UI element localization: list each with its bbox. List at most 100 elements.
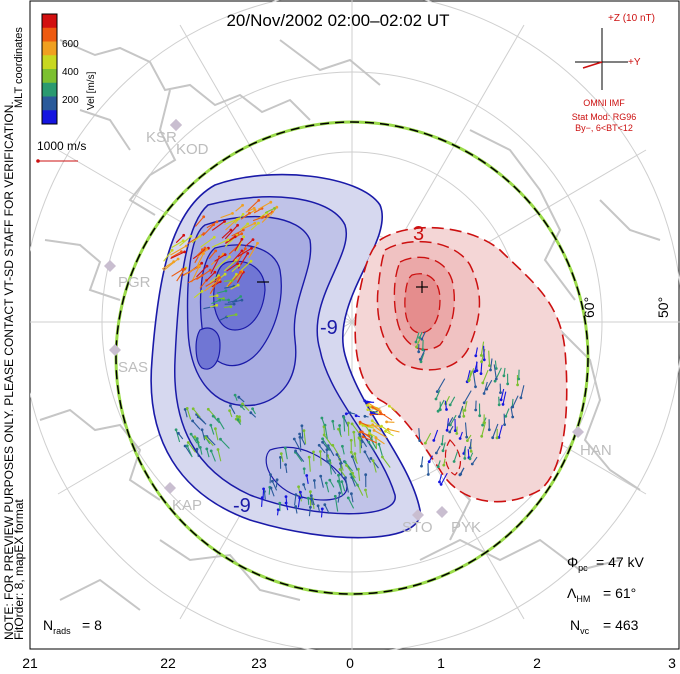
velocity-vector (469, 439, 472, 448)
velocity-vector-origin (381, 455, 384, 459)
velocity-vector (474, 361, 478, 372)
velocity-vector-origin (319, 450, 322, 453)
coordinate-system-label: MLT coordinates (13, 27, 25, 108)
svg-text:Φpc: Φpc (567, 554, 588, 573)
velocity-vector (194, 216, 205, 227)
velocity-vector (512, 395, 519, 408)
velocity-vector-origin (468, 446, 472, 450)
svg-text:ΛHM: ΛHM (567, 585, 590, 604)
velocity-vector-origin (499, 398, 503, 402)
velocity-vector (437, 399, 445, 412)
velocity-vector-origin (276, 508, 280, 512)
velocity-vector-origin (488, 364, 491, 367)
velocity-vector-origin (205, 264, 209, 268)
velocity-vector (295, 450, 305, 463)
velocity-vector-origin (473, 370, 477, 373)
velocity-vector (373, 429, 388, 439)
velocity-vector (220, 212, 233, 219)
svg-text:Nvc: Nvc (570, 617, 590, 636)
velocity-vector-origin (236, 283, 240, 287)
velocity-vector-origin (363, 414, 367, 418)
velocity-vector (170, 251, 182, 258)
velocity-vector (341, 481, 346, 492)
velocity-vector-origin (219, 437, 222, 441)
velocity-vector (205, 271, 216, 282)
velocity-vector-origin (181, 239, 185, 243)
velocity-vector-origin (341, 444, 344, 448)
station-marker-kod (170, 119, 182, 131)
svg-text:= 463: = 463 (603, 617, 639, 633)
velocity-vector-origin (193, 435, 197, 439)
velocity-vector (492, 423, 499, 438)
velocity-vector (225, 218, 238, 231)
velocity-vector-origin (215, 303, 219, 307)
imf-clock-dial: +Z (10 nT) +Y OMNI IMF Stat Mod: RG96 By… (572, 13, 655, 133)
velocity-vector-origin (495, 436, 499, 440)
colorbar-cell (42, 96, 57, 111)
velocity-vector-origin (384, 429, 387, 433)
velocity-vector-origin (251, 238, 255, 242)
velocity-vector-origin (419, 360, 423, 364)
velocity-vector-origin (223, 253, 227, 256)
velocity-vector (359, 421, 369, 427)
velocity-vector (248, 243, 258, 259)
velocity-vector (323, 426, 326, 437)
velocity-vector (448, 417, 454, 426)
velocity-vector-origin (215, 220, 219, 224)
velocity-vector-origin (300, 424, 304, 428)
velocity-vector-origin (257, 199, 261, 202)
velocity-vector-origin (278, 501, 282, 505)
velocity-vector (493, 364, 497, 380)
velocity-vector (234, 239, 243, 252)
phi-pc-stat: Φpc = 47 kV (567, 554, 645, 573)
latitude-label-60: 60° (581, 297, 597, 318)
velocity-vector (192, 408, 201, 418)
velocity-vector (325, 482, 330, 493)
station-label-sto: STO (402, 519, 433, 536)
latitude-circle-50 (30, 0, 680, 650)
velocity-vector-origin (372, 429, 376, 432)
velocity-vector-origin (414, 340, 418, 344)
velocity-vector-origin (338, 468, 342, 471)
velocity-vector-origin (241, 402, 244, 406)
velocity-vector-origin (474, 408, 478, 412)
plot-frame (29, 0, 680, 650)
velocity-vector (175, 234, 185, 244)
velocity-vector-origin (342, 416, 346, 419)
velocity-vector-origin (279, 456, 282, 459)
velocity-vector-origin (191, 407, 195, 411)
velocity-vector (196, 253, 204, 268)
velocity-vector-origin (230, 279, 234, 282)
velocity-vector (208, 250, 217, 260)
velocity-vector-origin (309, 490, 312, 494)
station-label-han: HAN (580, 442, 612, 459)
velocity-vector (387, 428, 400, 433)
velocity-vector (171, 269, 183, 277)
velocity-vector-origin (183, 444, 187, 448)
velocity-vector-origin (343, 460, 347, 464)
velocity-vector (415, 332, 420, 343)
velocity-vector (223, 259, 237, 272)
velocity-vector-origin (316, 504, 320, 508)
velocity-vector-origin (368, 431, 371, 435)
velocity-vector (175, 429, 181, 443)
preview-note: NOTE: FOR PREVIEW PURPOSES ONLY. PLEASE … (2, 101, 16, 640)
velocity-vector-origin (462, 414, 466, 418)
velocity-vector-origin (253, 221, 257, 225)
velocity-vector-origin (273, 207, 276, 210)
velocity-vector (464, 400, 468, 411)
lambda-hm-stat: ΛHM = 61° (567, 585, 636, 604)
velocity-vector-origin (211, 414, 215, 418)
velocity-vector-origin (229, 228, 233, 232)
station-label-kod: KOD (176, 141, 209, 158)
velocity-vector-origin (234, 313, 238, 316)
velocity-vector (211, 299, 221, 305)
velocity-vector (250, 222, 259, 231)
velocity-vector (372, 460, 377, 473)
velocity-vector-origin (227, 298, 231, 302)
velocity-vector-origin (324, 481, 328, 485)
velocity-vector (236, 271, 244, 283)
velocity-vector-origin (298, 432, 301, 436)
velocity-vector-origin (440, 442, 444, 446)
